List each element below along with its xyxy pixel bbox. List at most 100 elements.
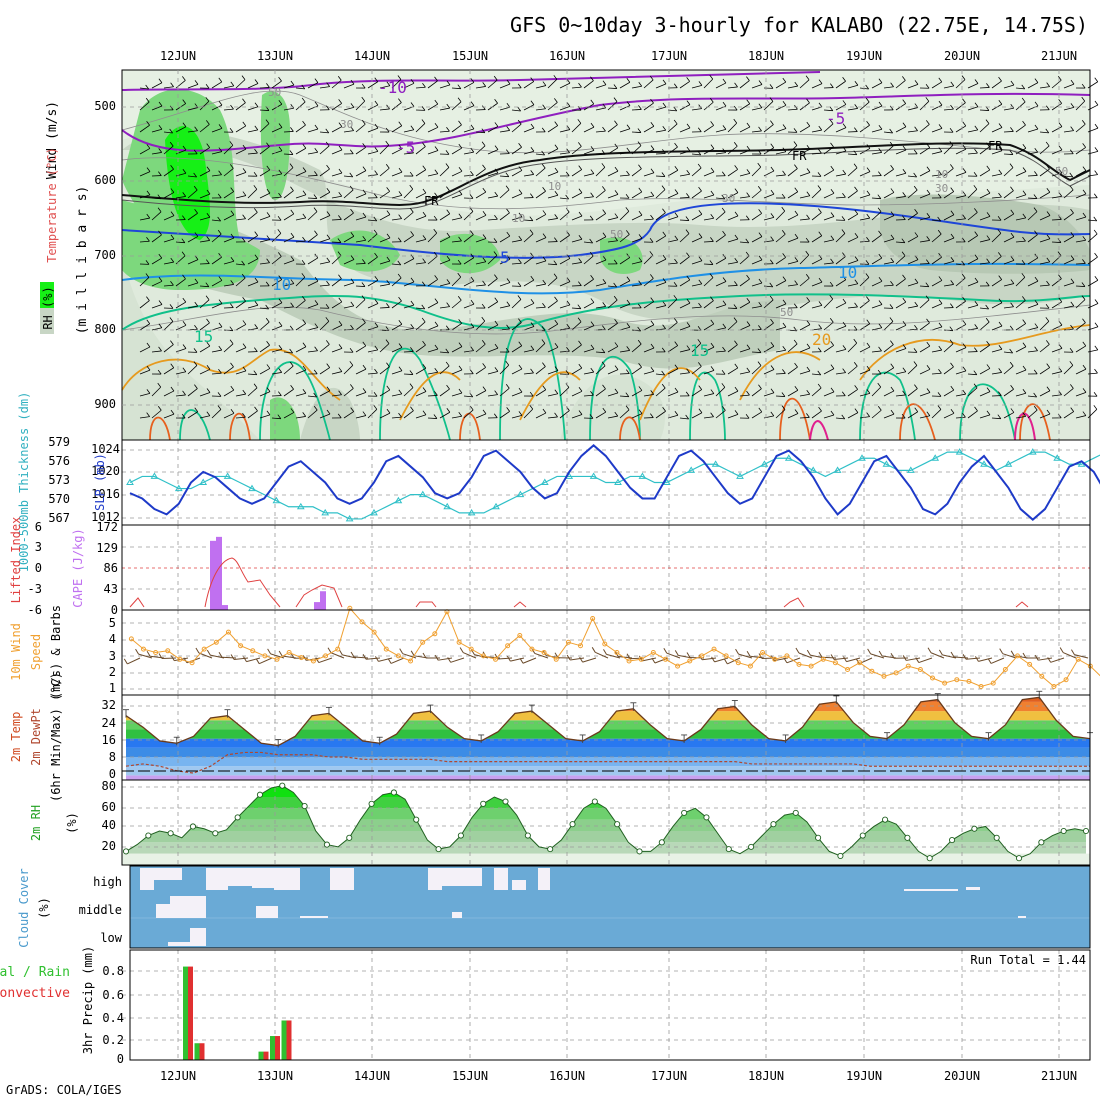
wind-barb xyxy=(631,284,642,287)
wind-barb-flag xyxy=(1069,347,1074,353)
wind-barb-flag xyxy=(782,77,787,83)
wind-barb xyxy=(979,344,990,353)
wind-barb-flag xyxy=(973,383,978,389)
wind-barb-flag xyxy=(374,123,379,129)
wind-barb xyxy=(967,328,978,331)
wind-barb-flag xyxy=(782,253,786,258)
wind-barb xyxy=(343,305,354,309)
wind-barb xyxy=(475,145,486,155)
wind-barb-flag xyxy=(494,390,498,395)
wind-barb-flag xyxy=(721,207,726,213)
wind-barb-flag xyxy=(805,75,810,81)
wind-barb xyxy=(1075,193,1087,199)
wind-barb-flag xyxy=(866,296,870,301)
wind-barb-flag xyxy=(986,364,991,369)
wind-barb xyxy=(367,409,378,419)
wind-barb-flag xyxy=(158,171,162,176)
wind-barb xyxy=(367,104,379,111)
wind-barb-flag xyxy=(146,412,150,417)
wind-barb xyxy=(499,258,511,265)
wind-barb xyxy=(1039,390,1051,397)
wind-barb xyxy=(355,239,366,243)
wind-barb xyxy=(1015,392,1027,397)
surface-wind-barb-flag xyxy=(422,652,427,659)
wind-barb xyxy=(979,239,990,243)
wind-barb xyxy=(1075,100,1086,111)
wind-barb xyxy=(979,169,990,177)
wind-barb-flag xyxy=(385,164,390,169)
wind-barb xyxy=(703,125,714,133)
wind-barb xyxy=(151,386,162,397)
wind-barb xyxy=(499,235,511,243)
wind-speed-point xyxy=(541,650,547,655)
wind-barb-flag xyxy=(781,392,786,397)
wind-barb-flag xyxy=(902,99,907,104)
wind-barb xyxy=(427,417,437,419)
wind-barb xyxy=(235,125,246,133)
ylabel-total-rain: Total / Rain xyxy=(0,965,70,980)
wind-barb-flag xyxy=(877,382,882,388)
wind-barb xyxy=(343,189,354,199)
wind-barb-flag xyxy=(566,347,570,352)
wind-barb xyxy=(175,255,186,265)
wind-barb xyxy=(151,327,162,331)
wind-barb-flag xyxy=(482,280,486,286)
wind-barb xyxy=(547,148,559,155)
wind-barb-flag xyxy=(434,344,439,350)
wind-barb-flag xyxy=(710,167,715,173)
wind-speed-point xyxy=(286,650,292,655)
wind-barb-flag xyxy=(326,363,331,368)
wind-barb xyxy=(475,191,487,199)
wind-barb xyxy=(295,101,306,111)
wind-barb-flag xyxy=(686,170,691,175)
surface-wind-barb-flag xyxy=(1047,657,1052,663)
wind-barb-flag xyxy=(278,298,283,304)
wind-barb xyxy=(859,369,871,375)
wind-barb xyxy=(919,392,931,397)
wind-barb-flag xyxy=(434,146,439,151)
wind-barb xyxy=(871,304,883,309)
wind-barb xyxy=(463,327,475,331)
wind-barb-flag xyxy=(494,145,499,150)
wind-barb xyxy=(259,215,271,221)
wind-barb-flag xyxy=(853,150,858,155)
wind-barb-flag xyxy=(409,383,414,388)
wind-barb-flag xyxy=(314,124,319,130)
wind-barb-flag xyxy=(806,320,811,325)
wind-barb-flag xyxy=(889,141,894,147)
wind-barb xyxy=(427,173,438,177)
wind-barb xyxy=(751,189,762,199)
wind-barb-flag xyxy=(421,281,426,286)
wind-barb xyxy=(643,324,655,331)
wind-barb xyxy=(991,417,1001,420)
wind-barb-flag xyxy=(170,165,174,170)
wind-barb xyxy=(571,192,583,199)
wind-barb xyxy=(367,256,378,265)
surface-wind-barb-flag xyxy=(867,648,872,655)
wind-barb xyxy=(631,390,643,397)
wind-barb-flag xyxy=(818,149,822,154)
wind-barb xyxy=(655,175,665,177)
wind-barb xyxy=(955,195,966,199)
surface-wind-barb xyxy=(930,652,945,659)
surface-wind-panel: 5 4 3 2 1 10m Wind Speed (m/s) & Barbs xyxy=(9,605,1100,699)
wind-barb-flag xyxy=(674,341,679,346)
wind-barb-flag xyxy=(1082,318,1086,323)
wind-barb xyxy=(1003,351,1013,354)
wind-barb-flag xyxy=(217,229,222,235)
wind-barb xyxy=(415,215,427,221)
wind-barb-flag xyxy=(770,120,774,125)
y-tick-label: 0 xyxy=(35,561,42,575)
wind-barb-flag xyxy=(494,191,499,197)
wind-barb xyxy=(223,85,234,89)
wind-barb-flag xyxy=(218,170,222,175)
wind-barb-flag xyxy=(446,209,451,214)
wind-barb-flag xyxy=(1093,229,1098,235)
wind-barb xyxy=(931,151,942,155)
wind-barb xyxy=(451,147,463,155)
wind-barb xyxy=(967,83,979,89)
wind-barb-flag xyxy=(470,253,475,258)
wind-barb xyxy=(427,150,439,155)
cloud-level-label: middle xyxy=(79,903,122,917)
wind-barb xyxy=(703,171,715,177)
